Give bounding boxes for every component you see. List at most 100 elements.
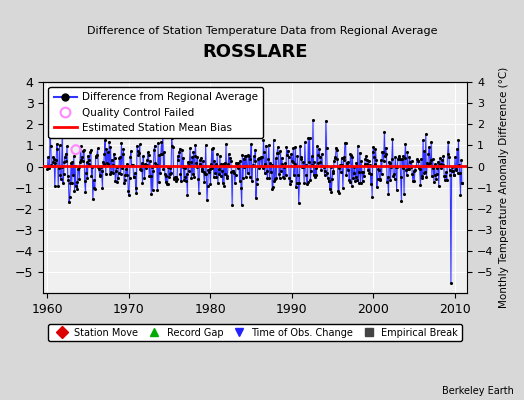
Point [420,148,429,154]
Point [322,118,330,124]
Point [422,131,430,138]
Point [182,171,191,177]
Point [439,162,447,168]
Point [61,154,69,160]
Point [68,159,77,165]
Point [62,158,71,164]
Point [93,145,102,152]
Point [283,147,292,154]
Point [118,164,126,171]
Point [391,163,400,170]
Point [320,172,329,178]
Point [303,179,312,185]
Point [334,188,342,195]
Point [250,158,259,164]
Point [160,149,168,155]
Point [373,184,381,190]
Point [434,159,442,165]
Point [264,156,272,162]
Point [313,143,321,150]
Point [175,149,183,155]
Point [380,129,388,135]
Point [134,152,143,158]
Point [184,159,192,165]
Point [274,149,282,156]
Point [375,167,383,174]
Point [326,186,334,192]
Point [352,159,361,166]
Point [336,168,345,175]
Point [114,175,122,181]
Point [135,150,143,156]
Point [391,153,399,160]
Point [309,117,317,123]
Point [306,177,314,184]
Point [201,171,209,178]
Point [404,165,412,172]
Point [302,172,310,178]
Point [134,148,142,154]
Point [234,165,243,171]
Point [106,144,115,151]
Point [145,173,154,179]
Point [215,171,223,178]
Point [132,184,140,191]
Point [413,156,421,163]
Point [324,177,333,184]
Point [162,172,170,179]
Point [373,176,381,182]
Point [224,151,233,157]
Point [297,156,305,162]
Point [316,159,325,165]
Point [223,172,232,179]
Point [170,174,179,181]
Point [66,193,74,200]
Point [416,182,424,188]
Point [96,172,104,179]
Point [107,168,115,175]
Point [167,170,175,176]
Point [224,161,232,168]
Point [432,176,440,182]
Point [329,170,337,176]
Point [445,166,454,173]
Point [70,153,78,159]
Point [192,160,200,167]
Point [409,178,417,184]
Point [157,151,165,157]
Point [384,191,392,198]
Point [85,157,94,164]
Point [218,168,226,174]
Point [244,169,252,176]
Point [194,190,203,196]
Point [52,157,60,164]
Point [64,177,72,184]
Point [61,150,70,157]
Point [308,162,316,168]
Point [50,156,58,162]
Point [73,186,81,192]
Point [390,171,398,178]
Point [137,167,145,174]
Point [47,162,56,168]
Point [447,280,455,286]
Point [177,178,185,184]
Point [141,165,150,172]
Point [342,140,350,147]
Point [453,170,462,176]
Point [408,170,417,177]
Point [354,180,363,187]
Point [81,188,90,195]
Point [400,155,409,162]
Point [239,174,247,181]
Point [386,160,394,166]
Point [82,159,91,166]
Point [389,172,397,179]
Point [243,163,252,169]
Point [330,158,338,165]
Point [144,152,152,158]
Point [193,154,202,161]
Point [326,164,335,170]
Point [292,180,301,186]
Point [206,181,214,187]
